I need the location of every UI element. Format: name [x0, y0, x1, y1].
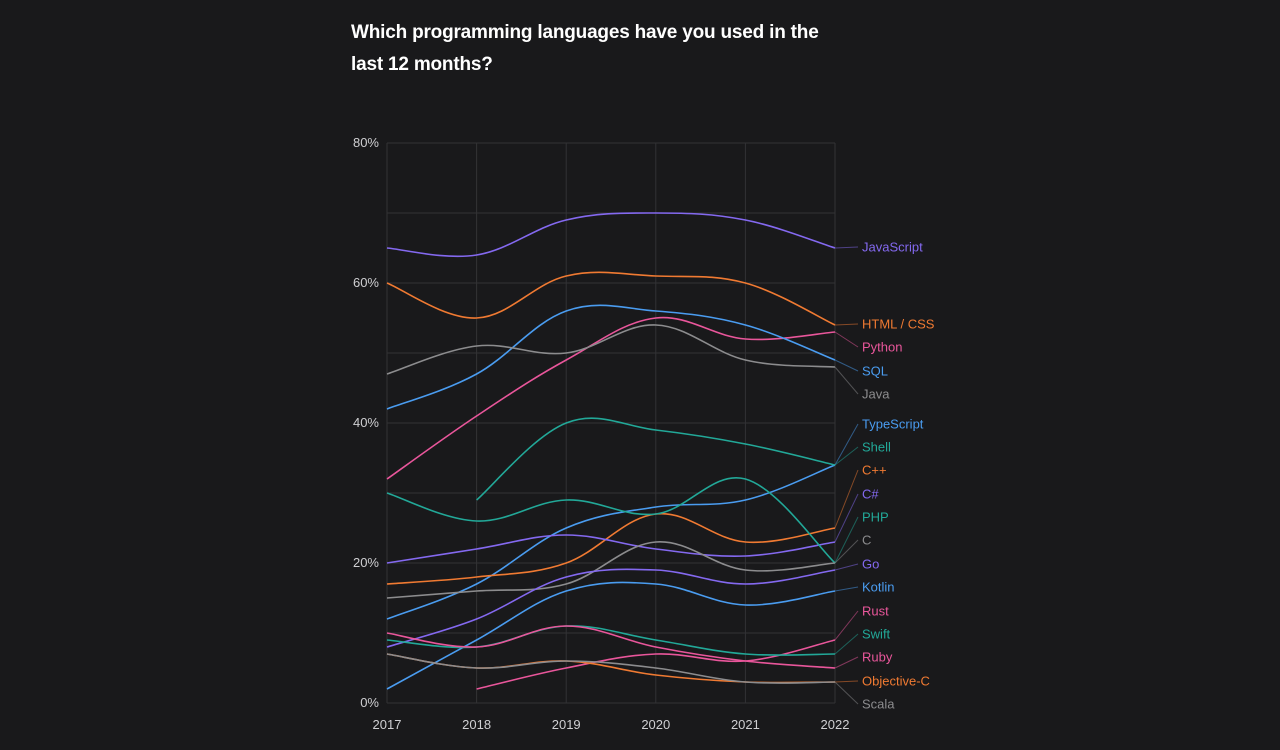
leader-line-kotlin [834, 586, 859, 592]
series-line-shell [476, 417, 836, 501]
leader-line-c [834, 469, 859, 529]
leader-line-ruby [834, 656, 859, 669]
legend-label-rust: Rust [862, 604, 889, 619]
leader-line-scala [834, 681, 859, 705]
legend-leader-lines [834, 246, 859, 705]
legend-label-go: Go [862, 557, 879, 572]
legend-label-objective-c: Objective-C [862, 674, 930, 689]
leader-line-c [834, 493, 859, 543]
series-line-python [386, 316, 836, 480]
series-line-sql [386, 304, 836, 410]
x-axis-ticks: 2017 2018 2019 2020 2021 2022 [373, 717, 850, 732]
gridlines [386, 142, 836, 704]
x-tick-label: 2022 [821, 717, 850, 732]
legend-label-scala: Scala [862, 697, 895, 712]
legend-label-c: C# [862, 487, 879, 502]
series-line-html-css [386, 271, 836, 326]
x-tick-label: 2021 [731, 717, 760, 732]
legend-label-c: C [862, 533, 871, 548]
y-tick-label: 40% [353, 415, 379, 430]
y-axis-ticks: 0% 20% 40% 60% 80% [353, 135, 379, 710]
leader-line-sql [834, 359, 859, 372]
series-line-typescript [386, 464, 836, 620]
x-tick-label: 2019 [552, 717, 581, 732]
leader-line-swift [834, 633, 859, 655]
leader-line-typescript [834, 423, 859, 466]
legend-label-php: PHP [862, 510, 889, 525]
series-line-php [386, 476, 836, 564]
leader-line-rust [834, 610, 859, 641]
y-tick-label: 60% [353, 275, 379, 290]
leader-line-go [834, 563, 859, 571]
series-line-java [386, 324, 836, 375]
legend-label-python: Python [862, 340, 902, 355]
legend-label-javascript: JavaScript [862, 240, 923, 255]
chart-title: Which programming languages have you use… [351, 22, 819, 75]
legend-label-ruby: Ruby [862, 650, 893, 665]
legend-labels: JavaScript HTML / CSS Python SQL Java TypeScr… [862, 240, 935, 712]
series-lines [386, 212, 836, 690]
legend-label-shell: Shell [862, 440, 891, 455]
leader-line-objective-c [834, 680, 859, 683]
leader-line-javascript [834, 246, 859, 249]
x-tick-label: 2018 [462, 717, 491, 732]
x-tick-label: 2020 [641, 717, 670, 732]
series-line-rust [476, 639, 836, 690]
x-tick-label: 2017 [373, 717, 402, 732]
leader-line-php [834, 516, 859, 564]
legend-label-java: Java [862, 387, 890, 402]
series-line-c [386, 534, 836, 564]
series-line-kotlin [386, 581, 836, 690]
legend-label-sql: SQL [862, 364, 888, 379]
series-line-c [386, 541, 836, 599]
legend-label-kotlin: Kotlin [862, 580, 895, 595]
y-tick-label: 80% [353, 135, 379, 150]
y-tick-label: 0% [360, 695, 379, 710]
series-line-swift [386, 625, 836, 656]
legend-label-html-css: HTML / CSS [862, 317, 935, 332]
series-line-c [386, 512, 836, 585]
leader-line-python [834, 331, 859, 348]
leader-line-html-css [834, 323, 859, 326]
series-line-go [386, 568, 836, 648]
y-tick-label: 20% [353, 555, 379, 570]
series-line-javascript [386, 212, 836, 258]
series-line-scala [386, 653, 836, 684]
leader-line-java [834, 366, 859, 395]
legend-label-typescript: TypeScript [862, 417, 924, 432]
legend-label-swift: Swift [862, 627, 891, 642]
leader-line-c [834, 539, 859, 564]
leader-line-shell [834, 446, 859, 466]
series-line-ruby [386, 625, 836, 669]
legend-label-c: C++ [862, 463, 887, 478]
